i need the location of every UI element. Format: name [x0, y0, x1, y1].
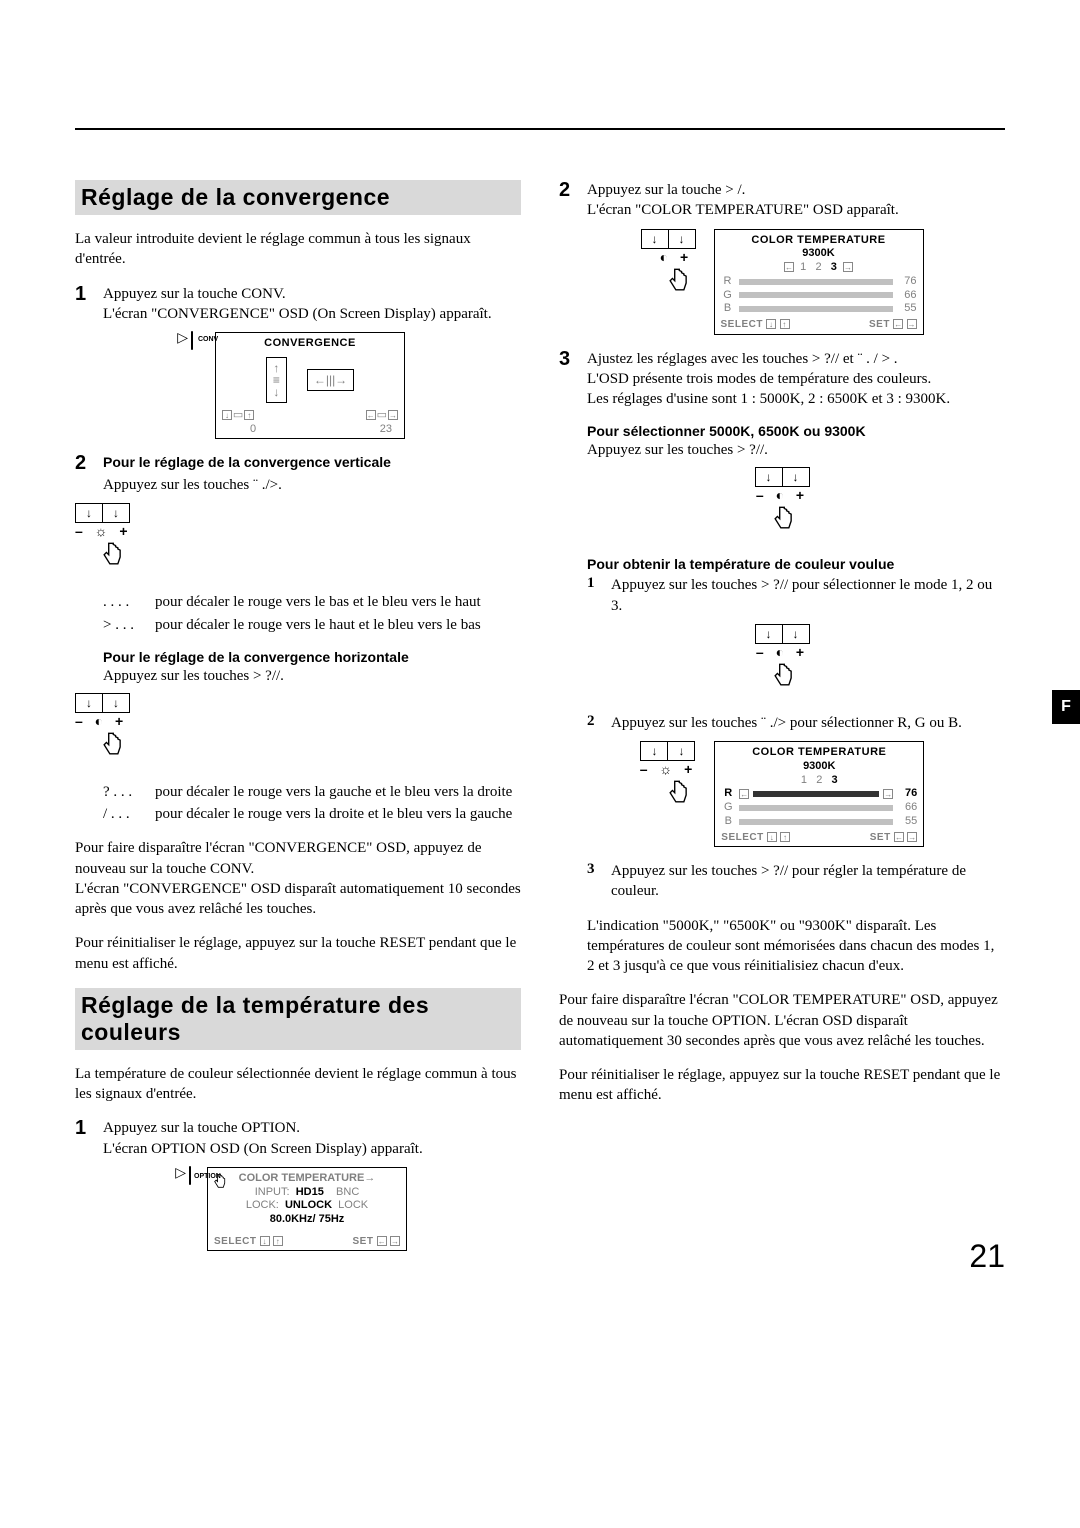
color-intro: La température de couleur sélectionnée d…	[75, 1064, 521, 1105]
step1-line2: L'écran "CONVERGENCE" OSD (On Screen Dis…	[103, 306, 492, 322]
color-osd-diagram-2: ↓↓ – ☼ + COLOR TEMPERATURE 9300K 1 2 3 R…	[559, 741, 1005, 847]
step-number: 1	[75, 284, 93, 325]
conv-horiz-heading: Pour le réglage de la convergence horizo…	[103, 649, 521, 665]
color-reset: Pour réinitialiser le réglage, appuyez s…	[559, 1065, 1005, 1106]
bullet-text: pour décaler le rouge vers la gauche et …	[155, 782, 512, 802]
step-number: 2	[75, 453, 93, 495]
remote-icon: OPTION ▷	[189, 1166, 191, 1185]
osd-title: COLOR TEMPERATURE	[721, 746, 917, 760]
page-number: 21	[969, 1238, 1005, 1275]
osd-convergence: CONVERGENCE ↑≡↓ ←|||→ ↓ ▭ ↑ ← ▭ → 0 23	[215, 332, 405, 439]
bullet-sym: > . . .	[103, 615, 147, 635]
cstep3-line1: Ajustez les réglages avec les touches > …	[587, 351, 898, 367]
hand-icon	[663, 267, 691, 299]
select-buttons-diagram: ↓↓ – ◐ +	[559, 467, 1005, 542]
obtain-step-3: 3 Appuyez sur les touches > ?// pour rég…	[587, 861, 1005, 902]
sub-step-number: 2	[587, 713, 601, 733]
option-remote-osd-diagram: OPTION ▷ COLOR TEMPERATURE→ INPUT: HD15 …	[75, 1167, 521, 1252]
osd-opt-freq: 80.0KHz/ 75Hz	[214, 1213, 400, 1227]
osd-conv-val: 23	[380, 423, 392, 437]
obtain-buttons-diagram-1: ↓↓ – ◐ +	[559, 624, 1005, 699]
cstep3-line2: L'OSD présente trois modes de températur…	[587, 371, 931, 387]
step1-line1: Appuyez sur la touche CONV.	[103, 286, 286, 302]
osd-option: COLOR TEMPERATURE→ INPUT: HD15 BNC LOCK:…	[207, 1167, 407, 1252]
hand-icon	[97, 541, 125, 573]
osd-opt-line1: COLOR TEMPERATURE→	[214, 1172, 400, 1186]
remote-option-label: OPTION	[194, 1173, 221, 1180]
osd-color-2: COLOR TEMPERATURE 9300K 1 2 3 R←→76 G66 …	[714, 741, 924, 847]
obtain-step-1: 1 Appuyez sur les touches > ?// pour sél…	[587, 575, 1005, 616]
cstep2-line2: L'écran "COLOR TEMPERATURE" OSD apparaît…	[587, 202, 899, 218]
select-mode-instr: Appuyez sur les touches > ?//.	[587, 442, 1005, 459]
remote-icon: CONV ▷	[191, 331, 193, 350]
osd-color-1: COLOR TEMPERATURE 9300K ← 1 2 3 → R76 G6…	[714, 229, 924, 335]
conv-horz-icon: ←|||→	[307, 369, 354, 391]
obt3-text: Appuyez sur les touches > ?// pour régle…	[611, 861, 1005, 902]
conv-remote-osd-diagram: CONV ▷ CONVERGENCE ↑≡↓ ←|||→ ↓ ▭ ↑ ← ▭ →	[75, 332, 521, 439]
hand-icon	[768, 505, 796, 537]
osd-conv-title: CONVERGENCE	[222, 337, 398, 351]
sub-step-number: 1	[587, 575, 601, 616]
left-column: Réglage de la convergence La valeur intr…	[75, 180, 521, 1265]
osd-subtitle: 9300K	[721, 760, 917, 774]
remote-conv-label: CONV	[198, 336, 218, 343]
color-close: Pour faire disparaître l'écran "COLOR TE…	[559, 990, 1005, 1051]
cstep1-line2: L'écran OPTION OSD (On Screen Display) a…	[103, 1141, 423, 1157]
vert-buttons-diagram: ↓↓ – ☼ +	[75, 503, 521, 578]
conv-close-1: Pour faire disparaître l'écran "CONVERGE…	[75, 838, 521, 919]
bullet-sym: ? . . .	[103, 782, 147, 802]
select-mode-heading: Pour sélectionner 5000K, 6500K ou 9300K	[587, 423, 1005, 439]
sub-step-number: 3	[587, 861, 601, 902]
bullet-sym: . . . .	[103, 592, 147, 612]
step-number: 1	[75, 1118, 93, 1159]
bullet-sym: / . . .	[103, 804, 147, 824]
right-column: 2 Appuyez sur la touche > /. L'écran "CO…	[559, 180, 1005, 1265]
hand-icon	[97, 731, 125, 763]
osd-title: COLOR TEMPERATURE	[721, 234, 917, 248]
color-after: L'indication "5000K," "6500K" ou "9300K"…	[587, 916, 1005, 977]
cstep2-line1: Appuyez sur la touche > /.	[587, 182, 745, 198]
hand-icon	[768, 662, 796, 694]
cstep3-line3: Les réglages d'usine sont 1 : 5000K, 2 :…	[587, 391, 950, 407]
horiz-buttons-diagram: ↓↓ – ◐ +	[75, 693, 521, 768]
cstep1-line1: Appuyez sur la touche OPTION.	[103, 1120, 300, 1136]
osd-conv-zero: 0	[250, 423, 256, 437]
bullet-text: pour décaler le rouge vers le bas et le …	[155, 592, 481, 612]
obtain-temp-heading: Pour obtenir la température de couleur v…	[587, 556, 1005, 572]
bullet-horiz-2: / . . . pour décaler le rouge vers la dr…	[103, 804, 521, 824]
color-step-2: 2 Appuyez sur la touche > /. L'écran "CO…	[559, 180, 1005, 221]
step-number: 3	[559, 349, 577, 410]
bullet-horiz-1: ? . . . pour décaler le rouge vers la ga…	[103, 782, 521, 802]
conv-vert-heading: Pour le réglage de la convergence vertic…	[103, 453, 521, 472]
bullet-text: pour décaler le rouge vers le haut et le…	[155, 615, 481, 635]
obt1-text: Appuyez sur les touches > ?// pour sélec…	[611, 575, 1005, 616]
step-number: 2	[559, 180, 577, 221]
conv-vert-icon: ↑≡↓	[266, 357, 287, 403]
obtain-step-2: 2 Appuyez sur les touches ¨ ./> pour sél…	[587, 713, 1005, 733]
heading-convergence: Réglage de la convergence	[75, 180, 521, 215]
manual-page: Réglage de la convergence La valeur intr…	[0, 0, 1080, 1305]
conv-step-2: 2 Pour le réglage de la convergence vert…	[75, 453, 521, 495]
osd-subtitle: 9300K	[721, 247, 917, 261]
top-rule	[75, 128, 1005, 130]
color-step-1: 1 Appuyez sur la touche OPTION. L'écran …	[75, 1118, 521, 1159]
bullet-text: pour décaler le rouge vers la droite et …	[155, 804, 512, 824]
conv-vert-instr: Appuyez sur les touches ¨ ./>.	[103, 475, 521, 495]
bullet-vert-2: > . . . pour décaler le rouge vers le ha…	[103, 615, 521, 635]
hand-icon	[663, 779, 691, 811]
color-step-3: 3 Ajustez les réglages avec les touches …	[559, 349, 1005, 410]
bullet-vert-1: . . . . pour décaler le rouge vers le ba…	[103, 592, 521, 612]
conv-intro: La valeur introduite devient le réglage …	[75, 229, 521, 270]
conv-horiz-instr: Appuyez sur les touches > ?//.	[103, 668, 521, 685]
color-osd-diagram-1: ↓↓ ◐ + COLOR TEMPERATURE 9300K ← 1 2 3 →	[559, 229, 1005, 335]
heading-color-temp: Réglage de la température des couleurs	[75, 988, 521, 1050]
obt2-text: Appuyez sur les touches ¨ ./> pour sélec…	[611, 713, 1005, 733]
conv-step-1: 1 Appuyez sur la touche CONV. L'écran "C…	[75, 284, 521, 325]
conv-reset: Pour réinitialiser le réglage, appuyez s…	[75, 933, 521, 974]
